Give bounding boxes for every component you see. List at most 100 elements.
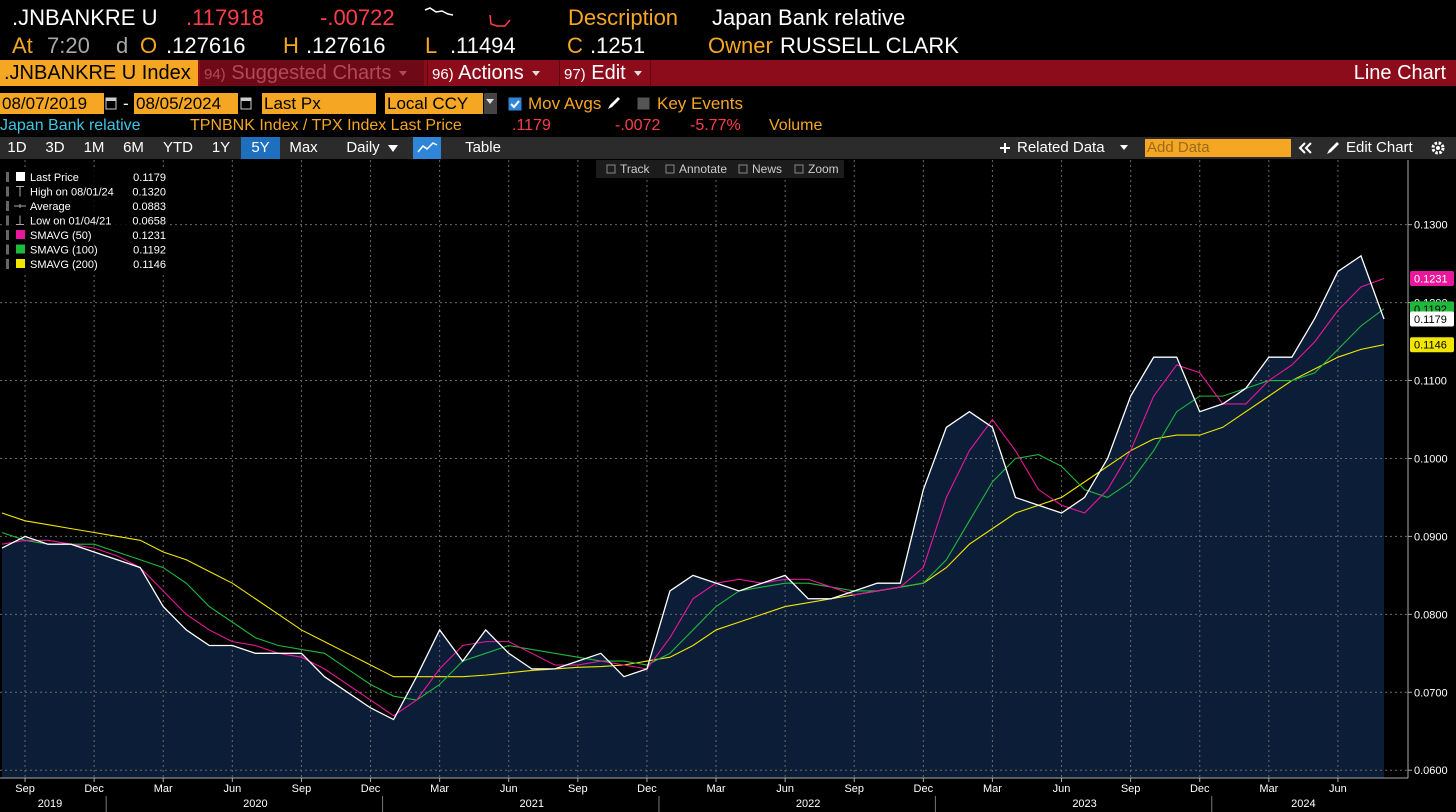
price-area [2,255,1384,779]
info-pct: -5.77% [690,117,741,134]
key-events-label: Key Events [657,94,743,113]
checkbox-checked[interactable] [508,97,522,111]
related-data-button[interactable]: Related Data [1017,139,1105,156]
legend-swatch [16,259,25,268]
edit-chart-button[interactable]: Edit Chart [1346,139,1413,156]
dropdown-button[interactable] [484,93,497,114]
calendar-icon[interactable] [105,96,117,110]
chart-tools: Track Annotate News Zoom [596,160,844,178]
x-tick-label: Mar [707,783,726,795]
period-button[interactable]: 5Y [241,137,280,159]
legend-label: SMAVG (100) [30,245,98,257]
date-separator: - [123,94,129,113]
at-label: At [12,33,33,58]
security-box[interactable]: .JNBANKRE U Index [0,60,198,86]
checkbox[interactable] [637,97,651,111]
change: -.00722 [320,5,395,30]
y-tick-label: 0.0600 [1414,765,1448,777]
line-chart-icon[interactable] [413,137,441,159]
add-data-input[interactable]: Add Data [1145,139,1291,157]
menu-actions[interactable]: 96) Actions [427,60,555,86]
legend-label: SMAVG (200) [30,259,98,271]
currency-select[interactable]: Local CCY [385,93,483,114]
y-tick-label: 0.1000 [1414,453,1448,465]
high-label: H [283,33,299,58]
period-button[interactable]: 3D [45,139,65,156]
legend-label: Low on 01/04/21 [30,216,111,228]
start-date[interactable]: 08/07/2019 [0,93,104,114]
menu-label: Actions [458,62,524,84]
close-label: C [567,33,583,58]
period-button[interactable]: 1M [83,139,105,156]
legend-icon [16,186,24,197]
legend-bg [2,168,170,272]
x-tick-label: Dec [914,783,934,795]
moving-average-line [1,344,1385,678]
chart: 0.0600 0.0700 0.0800 0.0900 0.1000 0.1100 0.12… [0,160,1454,812]
legend-handle [6,230,9,240]
table-button[interactable]: Table [465,139,501,156]
x-tick-label: Sep [1121,783,1141,795]
legend-icon [16,215,24,225]
x-tick-label: Jun [1053,783,1071,795]
pencil-icon[interactable] [606,95,622,111]
gear-icon[interactable] [1430,140,1446,156]
tool-icon [665,164,675,174]
tool-button[interactable]: Track [620,162,651,176]
x-tick-label: Mar [1259,783,1278,795]
tag-background [1410,270,1454,286]
year-label: 2023 [1072,798,1096,810]
tool-button[interactable]: News [752,162,782,176]
open: .127616 [166,33,246,58]
end-date[interactable]: 08/05/2024 [134,93,238,114]
collapse-icon[interactable] [1297,141,1313,155]
owner: RUSSELL CLARK [780,33,959,58]
info-change: -.0072 [615,117,661,134]
moving-average-line [1,308,1385,701]
calendar-icon[interactable] [240,96,252,110]
tag-background [1410,337,1454,353]
legend-value: 0.0883 [132,201,166,213]
menu-number: 97) [564,66,586,83]
legend-swatch [16,230,25,239]
legend-handle [6,215,9,226]
menu-edit[interactable]: 97) Edit [559,60,651,86]
period-button[interactable]: Max [289,139,318,156]
legend-value: 0.1231 [132,230,166,242]
time: 7:20 [47,33,90,58]
last-value-tag: 0.1146 [1410,337,1454,353]
last-price: .117918 [186,5,264,30]
period-button[interactable]: YTD [163,139,193,156]
x-tick-label: Sep [292,783,312,795]
sparkline-icon [424,7,454,16]
price-line [1,254,1385,721]
legend-value: 0.1146 [133,259,166,271]
y-tick-label: 0.0700 [1414,687,1448,699]
y-tick-label: 0.0900 [1414,531,1448,543]
legend-handle [6,186,9,197]
tool-button[interactable]: Zoom [808,162,839,176]
moving-average-line [1,277,1385,717]
chart-type: Line Chart [1353,62,1446,84]
owner-label: Owner [708,33,773,58]
security-name: Japan Bank relative [0,117,141,134]
period-button[interactable]: 6M [123,139,144,156]
period-button[interactable]: 1Y [211,139,231,156]
legend-value: 0.1179 [133,172,166,184]
frequency-button[interactable]: Daily [333,137,411,159]
function-bar: .JNBANKRE U Index 94) Suggested Charts 9… [0,60,1456,86]
legend-label: SMAVG (50) [30,230,92,242]
legend-value: 0.0658 [132,216,166,228]
field-select[interactable]: Last Px [262,93,376,114]
legend-label: Last Price [30,172,79,184]
year-label: 2019 [38,798,62,810]
menu-suggested[interactable]: 94) Suggested Charts [200,60,424,86]
plus-icon [1000,143,1010,153]
tool-button[interactable]: Annotate [679,162,727,176]
tool-icon [606,164,616,174]
period-button[interactable]: 1D [7,139,27,156]
last-value-tag: 0.1179 [1410,311,1454,327]
legend-icon [14,204,26,208]
x-tick-label: Mar [430,783,449,795]
